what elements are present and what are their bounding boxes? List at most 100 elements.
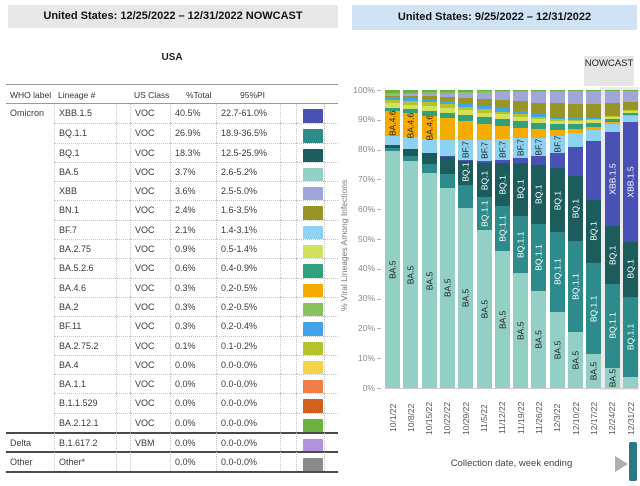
stacked-bar-12-10-22[interactable]: BA.5 BQ.1.1 BQ.1	[568, 90, 584, 388]
bar-segment-BF.11[interactable]	[458, 103, 474, 107]
bar-segment-BQ.1.1[interactable]	[439, 173, 455, 188]
date-slider-handle[interactable]	[629, 442, 637, 481]
bar-segment-XBB.1.5[interactable]	[458, 159, 474, 161]
bar-segment-BN.1[interactable]	[586, 103, 602, 118]
bar-segment-XBB.1.5[interactable]	[476, 161, 492, 163]
bar-segment-XBB.1.5[interactable]	[494, 160, 510, 163]
bar-segment-BA.5.2.6[interactable]	[421, 111, 437, 116]
bar-segment-BA.2.75[interactable]	[531, 118, 547, 123]
bar-segment-BQ.1[interactable]	[403, 148, 419, 156]
bar-segment-BA.2[interactable]	[458, 91, 474, 94]
bar-segment-BF.7[interactable]: BF.7	[513, 138, 529, 159]
bar-segment-BA.4.6[interactable]	[623, 114, 638, 116]
bar-segment-BA.4.6[interactable]	[531, 129, 547, 138]
bar-segment-BA.4.6[interactable]	[568, 129, 584, 134]
bar-segment-BA.2.75.2[interactable]	[586, 119, 602, 121]
bar-segment-BA.2.12.1[interactable]	[531, 90, 547, 91]
bar-segment-BN.1[interactable]	[531, 102, 547, 115]
bar-segment-BA.5.2.6[interactable]	[494, 118, 510, 126]
bar-segment-BQ.1.1[interactable]: BQ.1.1	[531, 223, 547, 292]
bar-segment-BA.4.6[interactable]	[513, 127, 529, 139]
bar-segment-BQ.1.1[interactable]	[458, 184, 474, 208]
bar-segment-BQ.1[interactable]: BQ.1	[531, 164, 547, 224]
bar-segment-BN.1[interactable]	[421, 96, 437, 100]
bar-segment-BQ.1.1[interactable]	[385, 148, 400, 152]
bar-segment-BA.2.75[interactable]	[549, 120, 565, 125]
bar-segment-BA.2.12.1[interactable]	[439, 90, 455, 92]
bar-segment-BQ.1[interactable]: BQ.1	[549, 167, 565, 232]
bar-segment-XBB[interactable]	[604, 91, 620, 103]
bar-segment-XBB.1.5[interactable]	[568, 147, 584, 176]
bar-segment-BF.7[interactable]: BF.7	[458, 140, 474, 160]
stacked-bar-10-15-22[interactable]: BA.5 BA.4.6	[421, 90, 437, 388]
bar-segment-BA.2.75[interactable]	[586, 120, 602, 124]
bar-segment-BQ.1.1[interactable]: BQ.1.1	[568, 240, 584, 332]
bar-segment-BA.5.2.6[interactable]	[568, 124, 584, 130]
bar-segment-BA.5[interactable]: BA.5	[586, 353, 602, 388]
bar-segment-BA.2[interactable]	[403, 92, 419, 95]
bar-segment-BQ.1.1[interactable]: BQ.1.1	[604, 284, 620, 368]
bar-segment-BA.2.75[interactable]	[458, 110, 474, 116]
bar-segment-BF.11[interactable]	[439, 100, 455, 105]
bar-segment-BA.5.2.6[interactable]	[458, 115, 474, 122]
stacked-bar-12-17-22[interactable]: BA.5 BQ.1.1 BQ.1	[586, 90, 602, 388]
bar-segment-BA.2.75[interactable]	[476, 112, 492, 118]
bar-segment-BA.2.12.1[interactable]	[458, 90, 474, 92]
bar-segment-BA.5.2.6[interactable]	[549, 124, 565, 131]
bar-segment-BA.2[interactable]	[421, 92, 437, 94]
bar-segment-BN.1[interactable]	[623, 101, 638, 110]
bar-segment-XBB[interactable]	[531, 92, 547, 103]
stacked-bar-10-22-22[interactable]: BA.5	[439, 90, 455, 388]
bar-segment-XBB[interactable]	[494, 92, 510, 100]
stacked-bar-10-1-22[interactable]: BA.5 BA.4.6	[385, 90, 400, 388]
bar-segment-BA.2[interactable]	[513, 90, 529, 93]
bar-segment-BQ.1.1[interactable]: BQ.1.1	[494, 206, 510, 251]
bar-segment-BA.5.2.6[interactable]	[586, 123, 602, 127]
bar-segment-BA.2[interactable]	[494, 91, 510, 93]
bar-segment-BF.11[interactable]	[403, 98, 419, 101]
bar-segment-BA.5[interactable]: BA.5	[439, 188, 455, 388]
bar-segment-BA.2.75[interactable]	[439, 108, 455, 114]
bar-segment-BA.2.75[interactable]	[623, 110, 638, 113]
bar-segment-BA.2.75[interactable]	[494, 114, 510, 119]
bar-segment-BQ.1.1[interactable]	[403, 155, 419, 161]
bar-segment-BF.7[interactable]: BF.7	[531, 137, 547, 157]
bar-segment-BF.7[interactable]	[604, 123, 620, 133]
bar-segment-XBB[interactable]	[439, 93, 455, 97]
bar-segment-BA.4.6[interactable]: BA.4.6	[385, 110, 400, 136]
bar-segment-BF.11[interactable]	[513, 111, 529, 115]
bar-segment-BA.5[interactable]: BA.5	[604, 367, 620, 388]
bar-segment-BQ.1[interactable]: BQ.1	[494, 162, 510, 207]
bar-segment-BA.2.75.2[interactable]	[421, 102, 437, 107]
bar-segment-XBB[interactable]	[549, 91, 565, 104]
stacked-bar-12-3-22[interactable]: BA.5 BQ.1.1 BQ.1 BF.7	[549, 90, 565, 388]
bar-segment-BF.11[interactable]	[604, 114, 620, 116]
bar-segment-BA.5[interactable]: BA.5	[531, 291, 547, 388]
bar-segment-BA.4.6[interactable]	[439, 118, 455, 140]
bar-segment-BF.11[interactable]	[623, 109, 638, 110]
bar-segment-BQ.1[interactable]	[439, 156, 455, 174]
stacked-bar-11-26-22[interactable]: BA.5 BQ.1.1 BQ.1 BF.7	[531, 90, 547, 388]
bar-segment-BA.2.75[interactable]	[421, 106, 437, 112]
bar-segment-XBB[interactable]	[623, 91, 638, 102]
bar-segment-BN.1[interactable]	[385, 95, 400, 98]
stacked-bar-11-12-22[interactable]: BA.5 BQ.1.1 BQ.1 BF.7	[494, 90, 510, 388]
bar-segment-BA.2[interactable]	[604, 90, 620, 92]
bar-segment-BA.2.12.1[interactable]	[513, 90, 529, 91]
bar-segment-BN.1[interactable]	[568, 103, 584, 118]
bar-segment-BA.2.75.2[interactable]	[439, 104, 455, 109]
bar-segment-BA.5.2.6[interactable]	[513, 120, 529, 128]
bar-segment-BN.1[interactable]	[513, 101, 529, 112]
bar-segment-BA.2.75.2[interactable]	[568, 119, 584, 121]
bar-segment-BQ.1[interactable]: BQ.1	[568, 175, 584, 241]
bar-segment-BF.7[interactable]	[439, 139, 455, 157]
bar-segment-XBB[interactable]	[385, 94, 400, 96]
bar-segment-BA.4.6[interactable]	[549, 130, 565, 137]
bar-segment-BF.7[interactable]	[586, 129, 602, 141]
bar-segment-BA.5[interactable]: BA.5	[403, 160, 419, 388]
bar-segment-BA.4.6[interactable]: BA.4.6	[421, 115, 437, 140]
bar-segment-BA.2.75[interactable]	[604, 116, 620, 120]
stacked-bar-12-31-22[interactable]: BQ.1.1 BQ.1 XBB.1.5	[623, 90, 638, 388]
bar-segment-BA.4.6[interactable]	[604, 122, 620, 124]
bar-segment-BA.2.12.1[interactable]	[421, 90, 437, 93]
